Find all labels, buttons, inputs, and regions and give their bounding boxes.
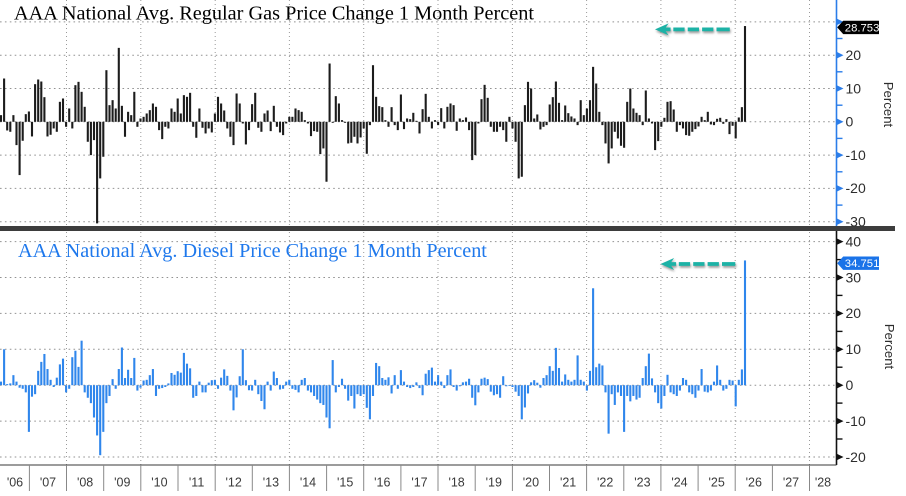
svg-text:'24: '24	[671, 476, 687, 490]
svg-text:'14: '14	[300, 476, 316, 490]
svg-text:'08: '08	[77, 476, 93, 490]
svg-text:AAA National Avg. Regular Gas: AAA National Avg. Regular Gas Price Chan…	[14, 3, 534, 25]
svg-text:34.751: 34.751	[845, 258, 880, 270]
svg-text:'26: '26	[746, 476, 762, 490]
svg-text:'11: '11	[189, 476, 204, 490]
svg-text:'18: '18	[448, 476, 464, 490]
svg-text:'21: '21	[560, 476, 576, 490]
svg-text:'28: '28	[815, 476, 831, 490]
svg-text:'17: '17	[411, 476, 427, 490]
svg-text:0: 0	[846, 377, 854, 393]
svg-text:'27: '27	[783, 476, 799, 490]
svg-text:'10: '10	[151, 476, 167, 490]
svg-text:-10: -10	[846, 413, 866, 429]
svg-text:40: 40	[846, 233, 862, 249]
svg-text:'16: '16	[374, 476, 390, 490]
svg-text:'06: '06	[7, 476, 23, 490]
svg-text:Percent: Percent	[881, 82, 896, 128]
svg-text:'22: '22	[597, 476, 613, 490]
svg-text:20: 20	[846, 47, 862, 63]
svg-text:'19: '19	[486, 476, 502, 490]
svg-text:-30: -30	[846, 214, 866, 230]
svg-text:-20: -20	[846, 180, 866, 196]
svg-text:'23: '23	[634, 476, 650, 490]
svg-text:28.753: 28.753	[845, 22, 880, 34]
svg-text:'15: '15	[337, 476, 353, 490]
svg-text:'12: '12	[226, 476, 242, 490]
svg-text:0: 0	[846, 114, 854, 130]
svg-text:'13: '13	[263, 476, 279, 490]
svg-text:AAA National Avg. Diesel Price: AAA National Avg. Diesel Price Change 1 …	[18, 240, 487, 262]
svg-text:Percent: Percent	[882, 324, 897, 370]
svg-text:'25: '25	[709, 476, 725, 490]
svg-text:-20: -20	[846, 449, 866, 465]
svg-text:10: 10	[846, 80, 862, 96]
svg-text:20: 20	[846, 305, 862, 321]
svg-text:'07: '07	[40, 476, 56, 490]
svg-text:'20: '20	[523, 476, 539, 490]
svg-text:-10: -10	[846, 147, 866, 163]
svg-text:'09: '09	[114, 476, 130, 490]
svg-text:30: 30	[846, 269, 862, 285]
svg-text:10: 10	[846, 341, 862, 357]
